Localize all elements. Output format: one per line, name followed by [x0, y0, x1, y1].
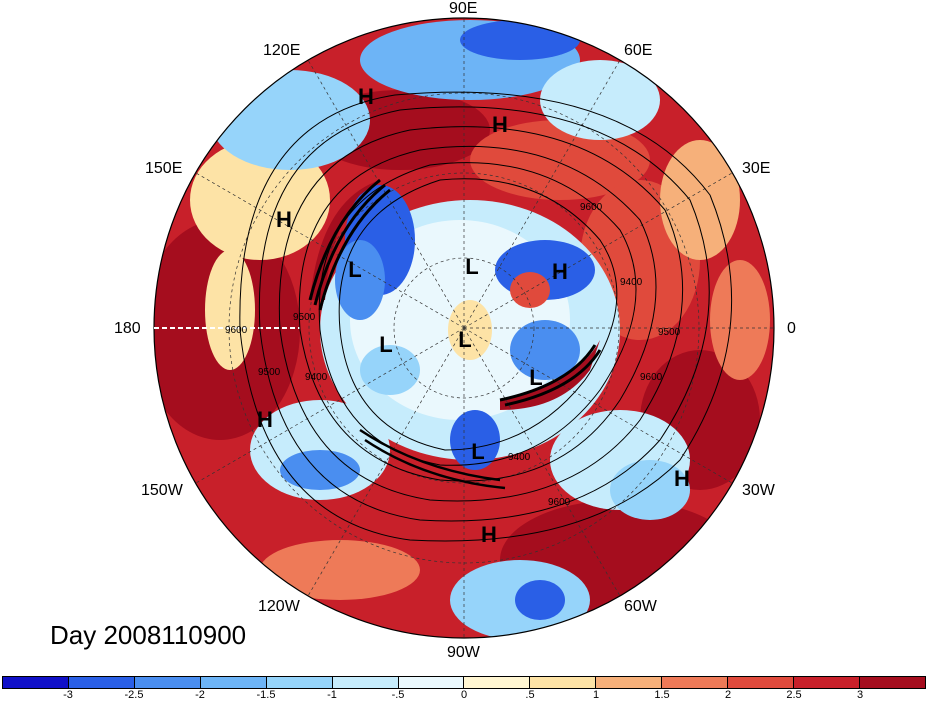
- high-pressure-marker: H: [552, 259, 568, 284]
- lon-label-120w: 120W: [258, 598, 300, 615]
- colorbar-tick-label: 3: [856, 689, 864, 701]
- colorbar-tick-label: 1.5: [654, 689, 670, 701]
- colorbar-ticks: -3 -2.5 -2 -1.5 -1 -.5 0 .5 1 1.5 2 2.5 3: [2, 689, 926, 702]
- contour-label: 9400: [305, 372, 328, 383]
- contour-label: 9600: [580, 202, 603, 213]
- high-pressure-marker: H: [257, 407, 273, 432]
- contour-label: 9500: [658, 327, 681, 338]
- lon-label-60w: 60W: [624, 598, 657, 615]
- lon-label-30w: 30W: [742, 482, 775, 499]
- lon-label-0: 0: [787, 320, 796, 337]
- high-pressure-marker: H: [481, 522, 497, 547]
- low-pressure-marker: L: [348, 257, 362, 282]
- colorbar-tick-label: .5: [525, 689, 535, 701]
- lon-label-120e: 120E: [263, 42, 301, 59]
- contour-label: 9600: [225, 325, 248, 336]
- colorbar-cell: [200, 677, 267, 688]
- colorbar-cell: [530, 677, 597, 688]
- lon-label-90w: 90W: [447, 644, 480, 661]
- contour-label: 9500: [293, 312, 316, 323]
- lon-label-60e: 60E: [624, 42, 653, 59]
- colorbar-tick-label: -1: [327, 689, 337, 701]
- low-pressure-marker: L: [471, 439, 485, 464]
- low-pressure-marker: L: [379, 332, 393, 357]
- lon-label-150w: 150W: [141, 482, 183, 499]
- colorbar-cell: [266, 677, 333, 688]
- high-pressure-marker: H: [674, 466, 690, 491]
- colorbar-cell: [464, 677, 531, 688]
- high-pressure-marker: H: [492, 112, 508, 137]
- colorbar-cell: [3, 677, 69, 688]
- height-contours: [239, 91, 733, 542]
- lon-label-90e: 90E: [449, 0, 478, 17]
- colorbar-cell: [596, 677, 663, 688]
- colorbar-cell: [728, 677, 795, 688]
- colorbar-tick-label: -3: [63, 689, 73, 701]
- high-pressure-marker: H: [358, 84, 374, 109]
- low-pressure-marker: L: [529, 365, 543, 390]
- colorbar-cell: [332, 677, 399, 688]
- colorbar-cell: [794, 677, 860, 688]
- low-pressure-marker: L: [458, 327, 472, 352]
- low-pressure-marker: L: [465, 254, 479, 279]
- high-pressure-marker: H: [276, 207, 292, 232]
- colorbar-cell: [134, 677, 201, 688]
- colorbar-cell: [859, 677, 925, 688]
- colorbar-tick-label: 1: [592, 689, 600, 701]
- colorbar-tick-label: -2.5: [124, 689, 144, 701]
- graticule: [195, 18, 774, 638]
- day-label: Day 2008110900: [50, 620, 247, 650]
- contour-label: 9400: [508, 452, 531, 463]
- colorbar-tick-label: -2: [195, 689, 205, 701]
- colorbar-tick-label: -1.5: [256, 689, 276, 701]
- contour-label: 9400: [620, 277, 643, 288]
- colorbar-tick-label: 2: [724, 689, 732, 701]
- lon-label-30e: 30E: [742, 160, 771, 177]
- lon-label-150e: 150E: [145, 160, 183, 177]
- contour-label: 9600: [640, 372, 663, 383]
- lon-label-180: 180: [114, 320, 141, 337]
- colorbar-cell: [398, 677, 465, 688]
- colorbar-tick-label: -.5: [391, 689, 405, 701]
- colorbar-cell: [68, 677, 135, 688]
- colorbar-cell: [662, 677, 729, 688]
- contour-label: 9500: [258, 367, 281, 378]
- colorbar-tick-label: 0: [460, 689, 468, 701]
- contour-label: 9600: [548, 497, 571, 508]
- colorbar-tick-label: 2.5: [786, 689, 802, 701]
- colorbar: [2, 676, 926, 689]
- contour-labels: 9600 9500 9400 9600 9500 9400 9600 9600 …: [225, 202, 681, 508]
